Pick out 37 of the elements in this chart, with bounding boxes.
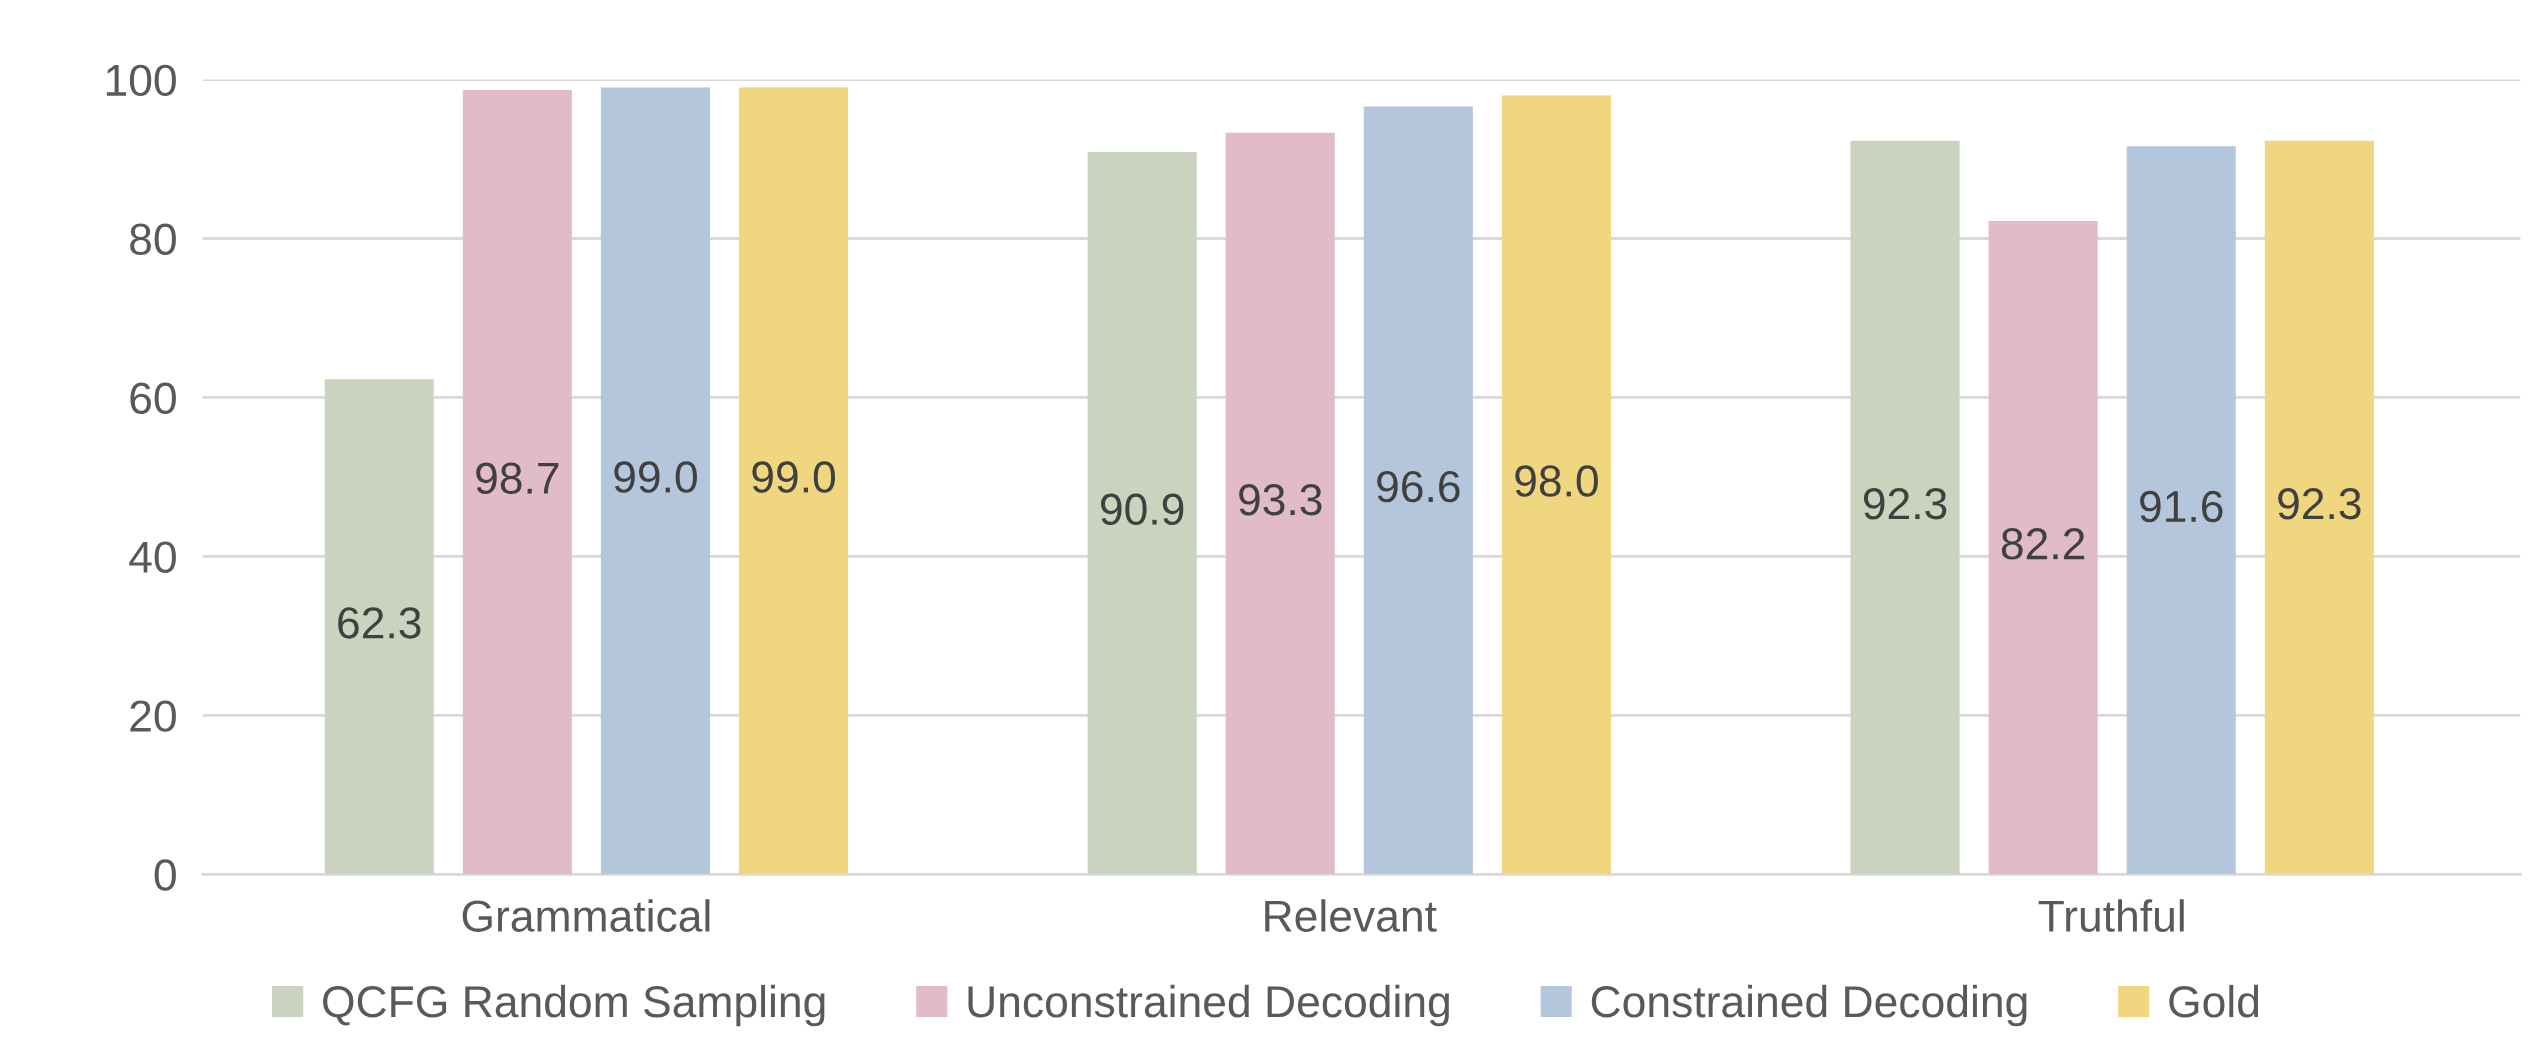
- data-label: 82.2: [2001, 528, 2085, 560]
- bar: [462, 89, 572, 875]
- legend-label: Unconstrained Decoding: [968, 984, 1449, 1027]
- data-label: 93.3: [1239, 484, 1322, 516]
- bar: [738, 87, 849, 875]
- bar: [1363, 106, 1473, 875]
- y-tick-label: 60: [130, 382, 176, 414]
- bar: [2264, 140, 2374, 875]
- bar: [1225, 132, 1335, 875]
- data-label: 99.0: [614, 461, 697, 493]
- bar: [1988, 221, 2098, 875]
- bar: [1087, 151, 1197, 875]
- x-tick-label: Relevant: [1265, 899, 1437, 932]
- data-label: 98.7: [476, 462, 559, 495]
- data-label: 62.3: [338, 607, 421, 639]
- legend-label: Constrained Decoding: [1591, 984, 2027, 1027]
- legend-label: QCFG Random Sampling: [323, 984, 825, 1027]
- data-label: 99.0: [752, 461, 836, 493]
- data-label: 98.0: [1515, 465, 1598, 497]
- bar: [1850, 140, 1960, 875]
- data-label: 92.3: [1863, 487, 1947, 520]
- data-label: 91.6: [2140, 490, 2223, 523]
- bar: [324, 379, 434, 875]
- y-tick-label: 80: [130, 223, 176, 256]
- bar: [2126, 146, 2236, 875]
- data-label: 90.9: [1100, 493, 1184, 526]
- bar: [600, 87, 710, 875]
- data-label: 92.3: [2278, 487, 2361, 520]
- bar: [1501, 95, 1611, 875]
- y-tick-label: 20: [130, 700, 176, 732]
- legend-label: Gold: [2169, 984, 2259, 1018]
- data-label: 96.6: [1377, 470, 1460, 503]
- y-tick-label: 40: [129, 541, 176, 573]
- x-tick-label: Grammatical: [462, 899, 710, 932]
- x-tick-label: Truthful: [2038, 899, 2184, 932]
- y-tick-label: 100: [106, 64, 176, 97]
- y-tick-label: 0: [154, 859, 176, 891]
